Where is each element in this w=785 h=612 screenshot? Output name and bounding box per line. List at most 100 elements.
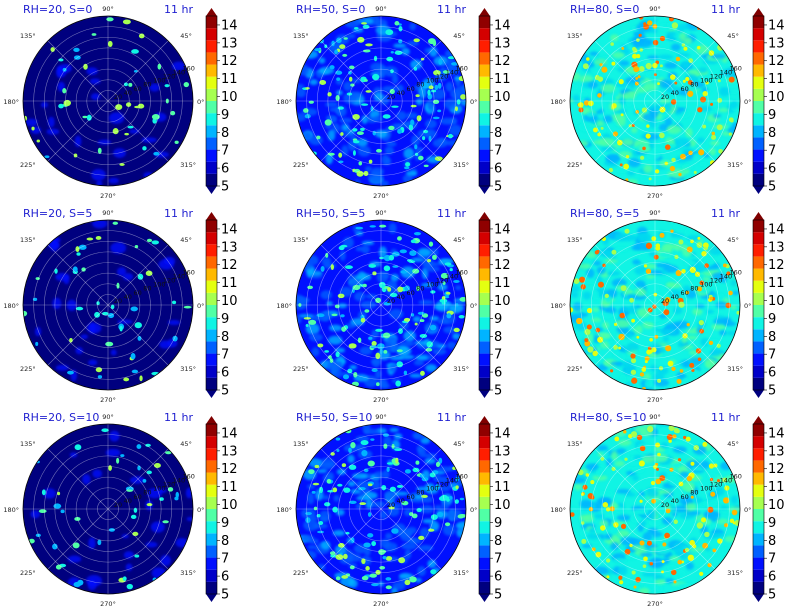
cell-mark — [592, 350, 598, 357]
cell-mark — [729, 518, 735, 524]
field-blob — [422, 453, 437, 458]
range-ring — [633, 487, 677, 531]
colorbar-tick-label: 11 — [768, 276, 785, 291]
field-blob — [679, 32, 687, 42]
cell-mark — [401, 500, 409, 506]
field-blob — [632, 475, 639, 481]
range-ring — [612, 58, 698, 144]
angle-label: 135° — [20, 440, 36, 448]
cell-mark — [689, 266, 696, 274]
cell-mark — [86, 237, 94, 241]
field-blob — [586, 533, 600, 540]
field-blob — [320, 515, 328, 523]
cell-mark — [420, 57, 425, 61]
cell-mark — [312, 482, 320, 486]
cell-mark — [445, 291, 451, 295]
field-blob — [646, 150, 661, 160]
field-blob — [401, 47, 410, 56]
range-ring — [306, 26, 456, 176]
cell-mark — [630, 357, 637, 364]
angle-spoke — [107, 40, 169, 102]
field-blob — [647, 270, 663, 275]
field-blob — [696, 303, 705, 309]
r-tick-label: 140 — [720, 69, 732, 77]
colorbar-extend-max — [753, 212, 764, 220]
cell-mark — [629, 297, 634, 303]
cell-mark — [83, 63, 88, 70]
angle-spoke — [654, 100, 716, 162]
cell-mark — [73, 55, 81, 60]
field-blob — [669, 479, 681, 487]
panel-title: RH=20, S=10 — [23, 411, 99, 424]
cell-mark — [298, 303, 302, 307]
field-blob — [688, 69, 696, 75]
field-blob — [572, 302, 582, 312]
cell-mark — [303, 317, 312, 320]
cell-mark — [453, 327, 460, 333]
cell-mark — [644, 356, 650, 362]
time-label: 11 hr — [711, 207, 740, 220]
cell-mark — [358, 161, 363, 166]
field-blob — [385, 532, 393, 540]
range-ring — [316, 240, 446, 370]
field-blob — [322, 462, 336, 468]
cell-mark — [81, 267, 86, 272]
colorbar-tick-label: 12 — [221, 258, 238, 273]
cell-mark — [600, 126, 604, 130]
field-blob — [680, 64, 692, 70]
field-blob — [658, 251, 673, 258]
field-blob — [404, 549, 412, 559]
cell-mark — [361, 558, 366, 565]
colorbar-level — [479, 113, 490, 126]
colorbar-level — [479, 533, 490, 546]
cell-mark — [330, 264, 335, 270]
r-tick-label: 60 — [406, 289, 414, 297]
field-blob — [671, 512, 678, 517]
field-blob — [303, 550, 317, 560]
cell-mark — [116, 457, 120, 464]
cell-mark — [699, 328, 705, 334]
field-blob — [658, 314, 667, 319]
r-tick-label: 20 — [661, 297, 669, 305]
field-blob — [642, 532, 653, 541]
colorbar-tick-label: 13 — [221, 444, 238, 459]
range-ring — [33, 26, 183, 176]
field-blob — [635, 280, 646, 289]
colorbar-tick-label: 7 — [221, 552, 229, 567]
r-tick-label: 160 — [456, 472, 468, 480]
field-blob — [348, 553, 362, 562]
r-tick-label: 100 — [153, 485, 165, 493]
cell-mark — [82, 115, 88, 119]
cell-mark — [659, 106, 666, 113]
cell-mark — [130, 353, 136, 360]
colorbar-level — [479, 460, 490, 473]
cell-mark — [604, 293, 609, 299]
field-blob — [611, 451, 618, 461]
field-blob — [637, 307, 651, 318]
cell-mark — [324, 350, 329, 353]
cell-mark — [641, 107, 648, 113]
field-blob — [686, 234, 702, 242]
field-blob — [325, 101, 339, 108]
field-blob — [618, 60, 630, 67]
field-blob — [655, 90, 664, 100]
angle-spoke — [380, 100, 442, 162]
colorbar-level — [479, 305, 490, 318]
cell-mark — [389, 292, 398, 298]
r-tick-label: 100 — [426, 485, 438, 493]
cell-mark — [657, 82, 660, 86]
colorbar-level — [206, 113, 217, 126]
field-blob — [307, 545, 317, 550]
colorbar-tick-label: 11 — [221, 480, 238, 495]
field-blob — [346, 33, 356, 39]
cell-mark — [308, 319, 317, 325]
cell-mark — [718, 148, 723, 154]
cell-mark — [142, 146, 147, 151]
angle-spoke — [594, 508, 656, 570]
cell-mark — [413, 231, 422, 236]
angle-spoke — [380, 40, 442, 102]
cell-mark — [576, 317, 583, 325]
cell-mark — [421, 494, 428, 499]
cell-mark — [397, 286, 404, 293]
